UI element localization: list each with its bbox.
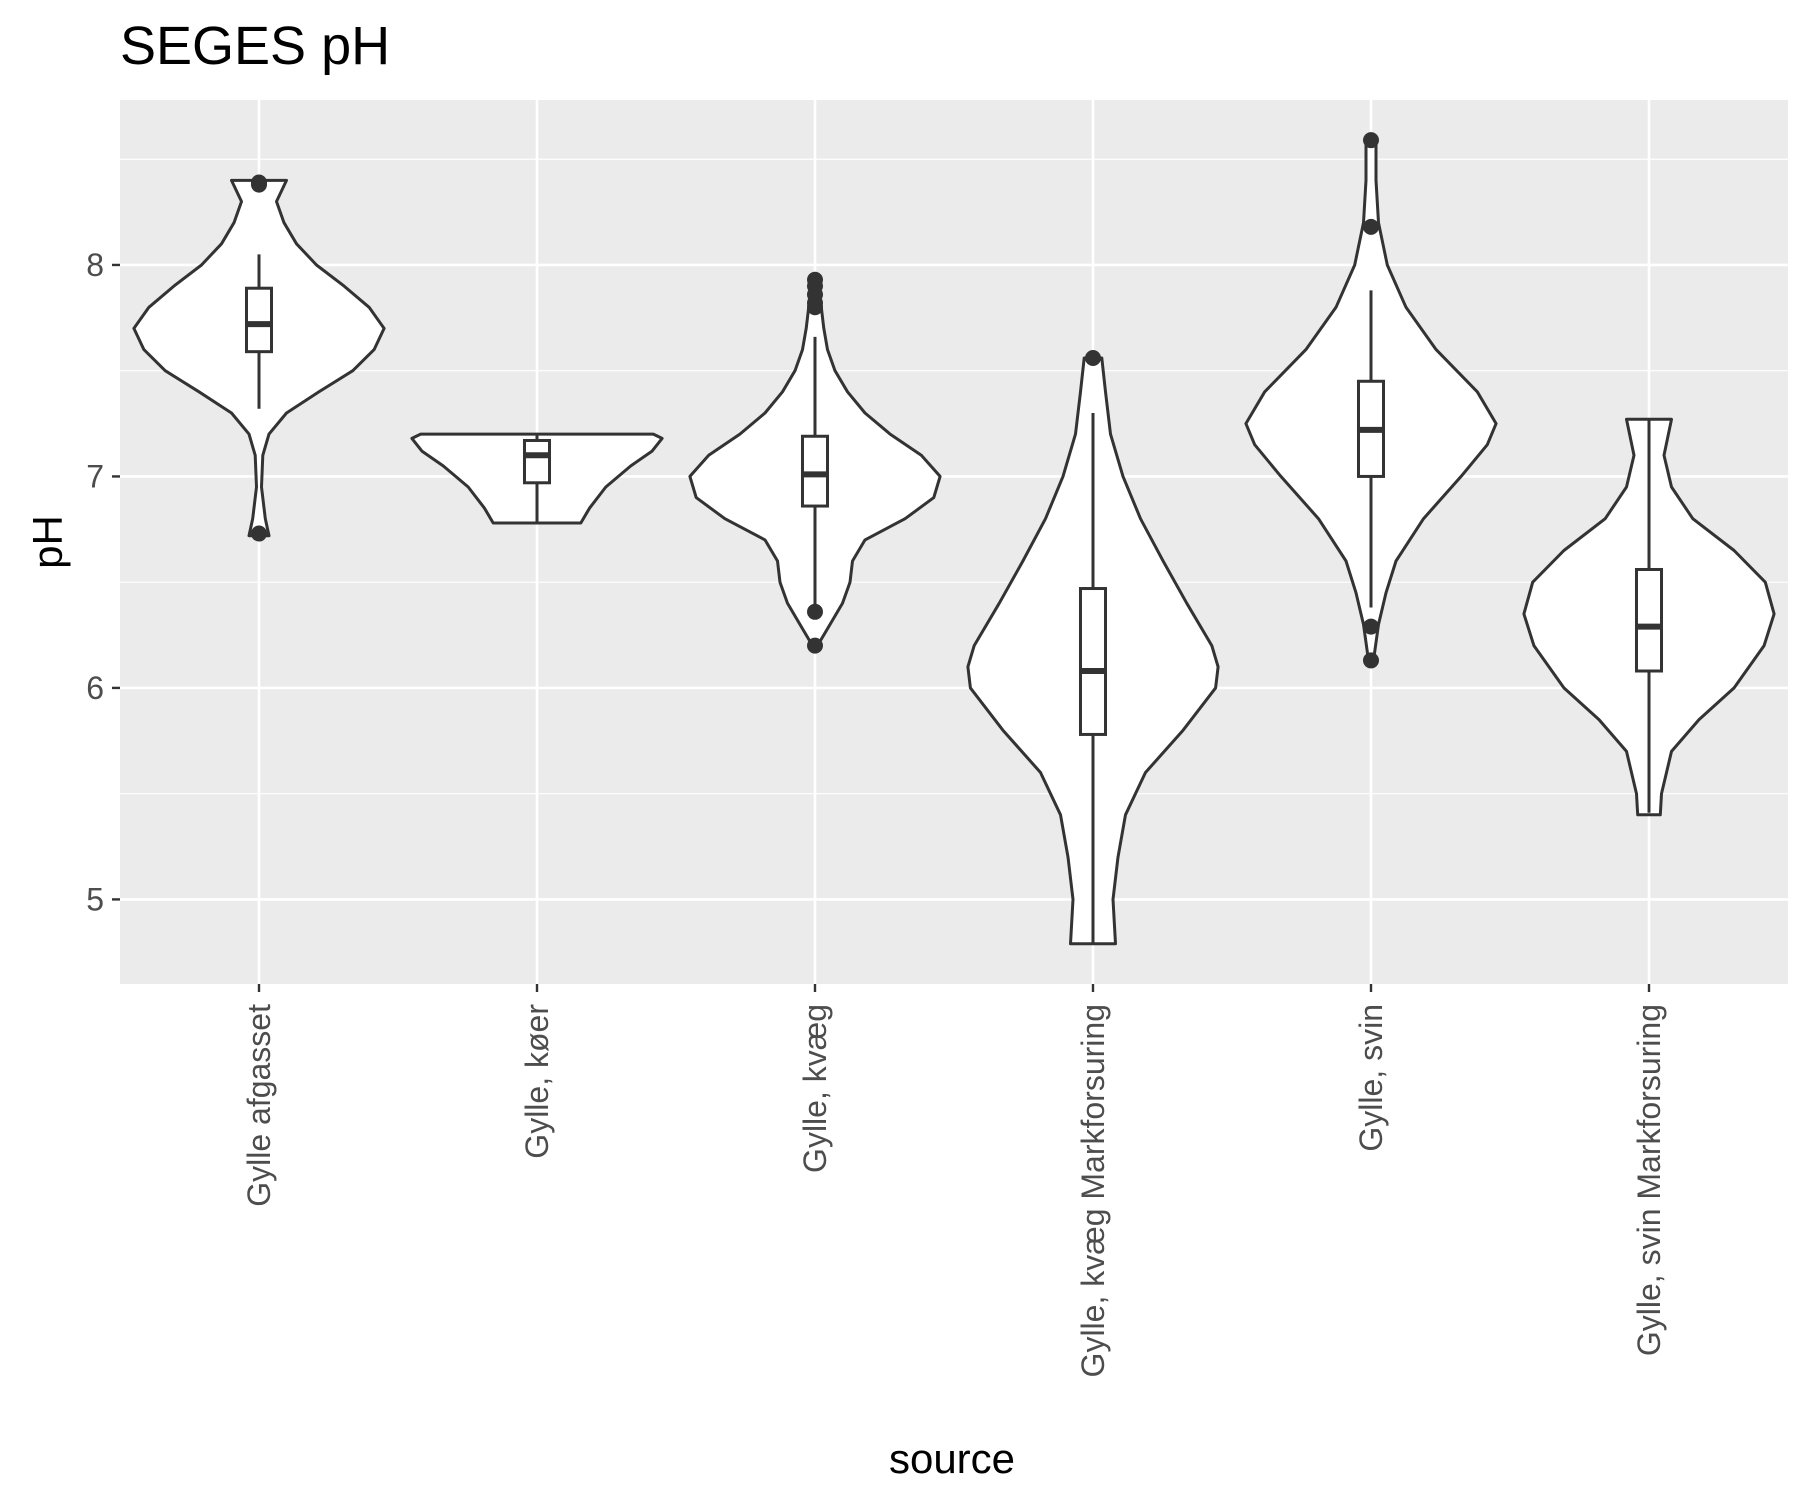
plot-panel (120, 100, 1788, 984)
outlier-point (807, 637, 823, 654)
y-tick-label: 5 (86, 881, 104, 917)
x-tick-label: Gylle, køer (519, 1004, 555, 1159)
outlier-point (1363, 652, 1379, 669)
box-iqr (800, 434, 830, 508)
x-axis-title: source (889, 1435, 1015, 1482)
y-tick-label: 6 (86, 670, 104, 706)
box-iqr (244, 286, 274, 354)
outlier-point (807, 603, 823, 620)
outlier-point (1363, 618, 1379, 635)
violins (132, 132, 1776, 946)
x-tick-label: Gylle, kvæg Markforsuring (1075, 1004, 1111, 1377)
y-tick-label: 8 (86, 247, 104, 283)
x-tick-label: Gylle, kvæg (797, 1004, 833, 1173)
box-iqr (522, 438, 552, 485)
y-tick-label: 7 (86, 458, 104, 494)
outlier-point (251, 525, 267, 542)
outlier-point (251, 176, 267, 193)
x-tick-label: Gylle, svin (1353, 1004, 1389, 1152)
box-iqr (1078, 587, 1108, 736)
chart-title: SEGES pH (120, 16, 390, 76)
outlier-point (1363, 218, 1379, 235)
x-tick-label: Gylle afgasset (241, 1004, 277, 1207)
outlier-point (1085, 350, 1101, 367)
outlier-point (807, 299, 823, 316)
outlier-point (1363, 132, 1379, 149)
box-iqr (1634, 567, 1664, 673)
x-tick-label: Gylle, svin Markforsuring (1631, 1004, 1667, 1356)
y-axis-title: pH (24, 515, 71, 569)
axes: 5 6 7 8 Gylle afgasset Gylle, køer Gylle, kvæg… (86, 247, 1667, 1377)
